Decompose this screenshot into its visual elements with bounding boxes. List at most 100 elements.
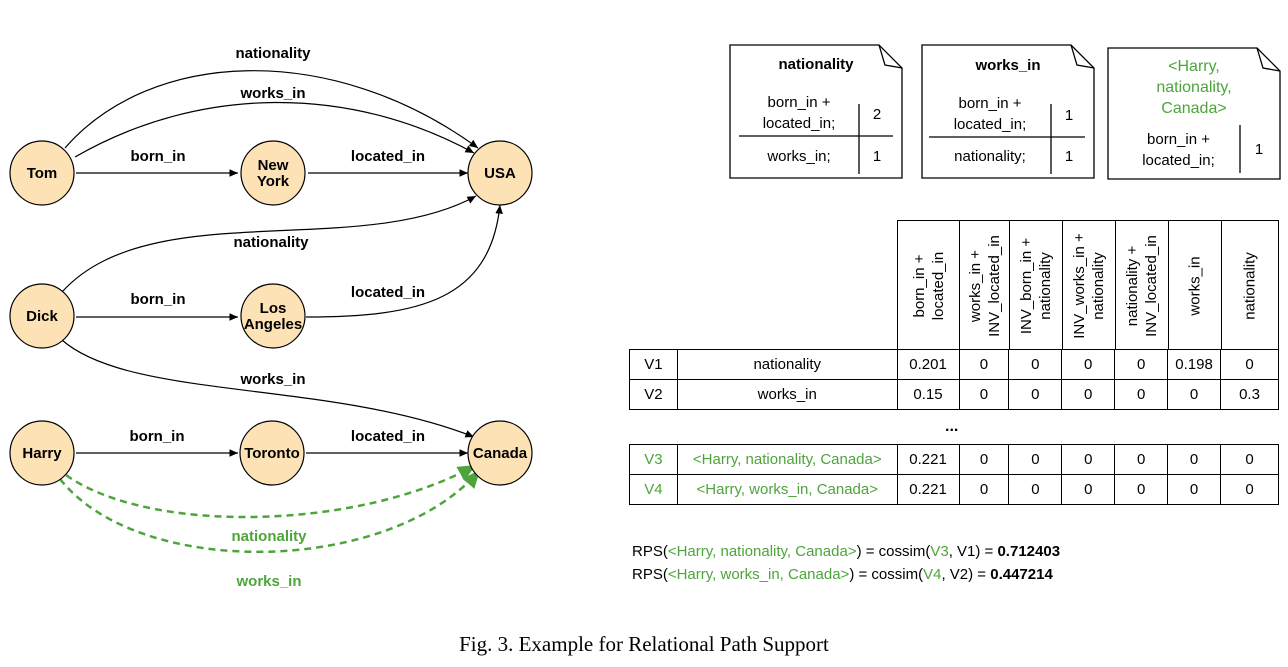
node-los-angeles-label-line1: Los <box>260 300 287 317</box>
path-doc-path: born_in + located_in; <box>1142 131 1215 169</box>
path-doc-path: born_in + located_in; <box>953 95 1027 133</box>
label-harry-canada-works-in-predicted: works_in <box>235 573 301 590</box>
label-newyork-usa-located-in: located_in <box>351 148 425 165</box>
row-relation: <Harry, nationality, Canada> <box>676 444 898 475</box>
cell-value: 0 <box>1167 444 1222 475</box>
cell-value: 0 <box>1061 474 1116 505</box>
path-doc-path: nationality; <box>954 148 1026 165</box>
rps-vector: V4 <box>923 566 942 583</box>
edge-harry-canada-works-in-predicted <box>59 469 481 554</box>
path-doc-count: 1 <box>872 148 882 165</box>
table-ellipsis: ... <box>945 418 959 435</box>
node-harry <box>9 420 75 486</box>
path-doc-harry-nationality-canada: <Harry, nationality, Canada> born_in + l… <box>1107 47 1281 180</box>
row-id: V2 <box>629 379 678 410</box>
cell-value: 0 <box>958 474 1010 505</box>
path-doc-title: works_in <box>975 57 1041 74</box>
cell-value: 0 <box>1114 444 1169 475</box>
path-doc-count: 1 <box>1064 107 1074 124</box>
cell-value: 0.15 <box>896 379 960 410</box>
edge-tom-usa-works-in <box>74 101 475 158</box>
column-header: born_in + located_in <box>897 220 959 350</box>
edge-losangeles-usa <box>305 204 503 318</box>
node-canada <box>467 420 533 486</box>
node-dick-label: Dick <box>26 308 58 325</box>
row-relation: works_in <box>676 379 898 410</box>
node-usa-label: USA <box>484 165 516 182</box>
cell-value: 0.198 <box>1167 349 1222 380</box>
edge-dick-usa-nationality <box>61 195 477 293</box>
path-doc-title: nationality <box>778 56 854 73</box>
label-tom-usa-works-in: works_in <box>239 85 305 102</box>
figure-caption: Fig. 3. Example for Relational Path Supp… <box>459 632 829 656</box>
node-tom-label: Tom <box>27 165 58 182</box>
cell-value: 0 <box>1008 444 1063 475</box>
table-row: V3 <Harry, nationality, Canada> 0.221 0 … <box>629 444 1279 475</box>
cell-value: 0 <box>1220 444 1279 475</box>
path-doc-works-in: works_in born_in + located_in; 1 nationa… <box>921 44 1095 179</box>
node-los-angeles <box>240 283 306 349</box>
rps-prefix: RPS( <box>632 566 668 583</box>
node-dick <box>9 283 75 349</box>
document-shape <box>1107 47 1281 180</box>
label-toronto-canada-located-in: located_in <box>351 428 425 445</box>
edge-dick-canada-works-in <box>61 339 475 438</box>
label-harry-canada-nationality-predicted: nationality <box>231 528 307 545</box>
feature-table-header: born_in + located_in works_in + INV_loca… <box>897 220 1279 350</box>
row-id: V1 <box>629 349 678 380</box>
path-doc-count: 1 <box>1254 141 1264 158</box>
node-toronto <box>239 420 305 486</box>
path-doc-nationality: nationality born_in + located_in; 2 work… <box>729 44 903 179</box>
rps-triple: <Harry, nationality, Canada> <box>667 543 857 560</box>
cell-value: 0 <box>1114 379 1169 410</box>
cell-value: 0 <box>1114 474 1169 505</box>
table-row: V2 works_in 0.15 0 0 0 0 0 0.3 <box>629 379 1279 410</box>
rps-prefix: RPS( <box>632 543 668 560</box>
rps-vector: V3 <box>930 543 949 560</box>
cell-value: 0 <box>1167 474 1222 505</box>
node-new-york-label-line1: New <box>258 157 289 174</box>
cell-value: 0 <box>1220 474 1279 505</box>
knowledge-graph: nationality works_in born_in located_in … <box>9 45 533 590</box>
feature-table-bottom: V3 <Harry, nationality, Canada> 0.221 0 … <box>629 444 1279 505</box>
node-los-angeles-label-line2: Angeles <box>244 316 302 333</box>
rps-mid: ) = cossim( <box>849 566 924 583</box>
cell-value: 0.3 <box>1220 379 1279 410</box>
rps-sep: , V2) = <box>941 566 991 583</box>
label-dick-usa-nationality: nationality <box>233 234 309 251</box>
cell-value: 0 <box>1008 379 1063 410</box>
path-doc-count: 2 <box>872 106 882 123</box>
path-doc-count: 1 <box>1064 148 1074 165</box>
node-toronto-label: Toronto <box>244 445 300 462</box>
document-shape <box>729 44 903 179</box>
feature-table-top: V1 nationality 0.201 0 0 0 0 0.198 0 V2 … <box>629 349 1279 410</box>
column-header: nationality + INV_located_in <box>1115 220 1168 350</box>
cell-value: 0.201 <box>896 349 960 380</box>
column-header: works_in + INV_located_in <box>959 220 1009 350</box>
rps-score: 0.447214 <box>990 566 1053 583</box>
node-tom <box>9 140 75 206</box>
node-canada-label: Canada <box>473 445 528 462</box>
cell-value: 0 <box>1220 349 1279 380</box>
column-header: works_in <box>1168 220 1221 350</box>
node-new-york <box>240 140 306 206</box>
cell-value: 0.221 <box>896 474 960 505</box>
label-dick-canada-works-in: works_in <box>239 371 305 388</box>
label-losangeles-usa-located-in: located_in <box>351 284 425 301</box>
rps-triple: <Harry, works_in, Canada> <box>667 566 850 583</box>
path-doc-path: born_in + located_in; <box>762 94 836 132</box>
cell-value: 0 <box>1114 349 1169 380</box>
cell-value: 0 <box>958 349 1010 380</box>
cell-value: 0 <box>1008 349 1063 380</box>
cell-value: 0 <box>1167 379 1222 410</box>
path-doc-path: works_in; <box>767 148 831 165</box>
edge-tom-usa-nationality <box>64 70 479 149</box>
path-doc-title: <Harry, nationality, Canada> <box>1156 58 1232 117</box>
label-tom-usa-nationality: nationality <box>235 45 311 62</box>
column-header: INV_works_in + nationality <box>1062 220 1115 350</box>
cell-value: 0 <box>958 444 1010 475</box>
label-tom-newyork-born-in: born_in <box>131 148 186 165</box>
row-id: V4 <box>629 474 678 505</box>
row-id: V3 <box>629 444 678 475</box>
rps-sep: , V1) = <box>948 543 998 560</box>
